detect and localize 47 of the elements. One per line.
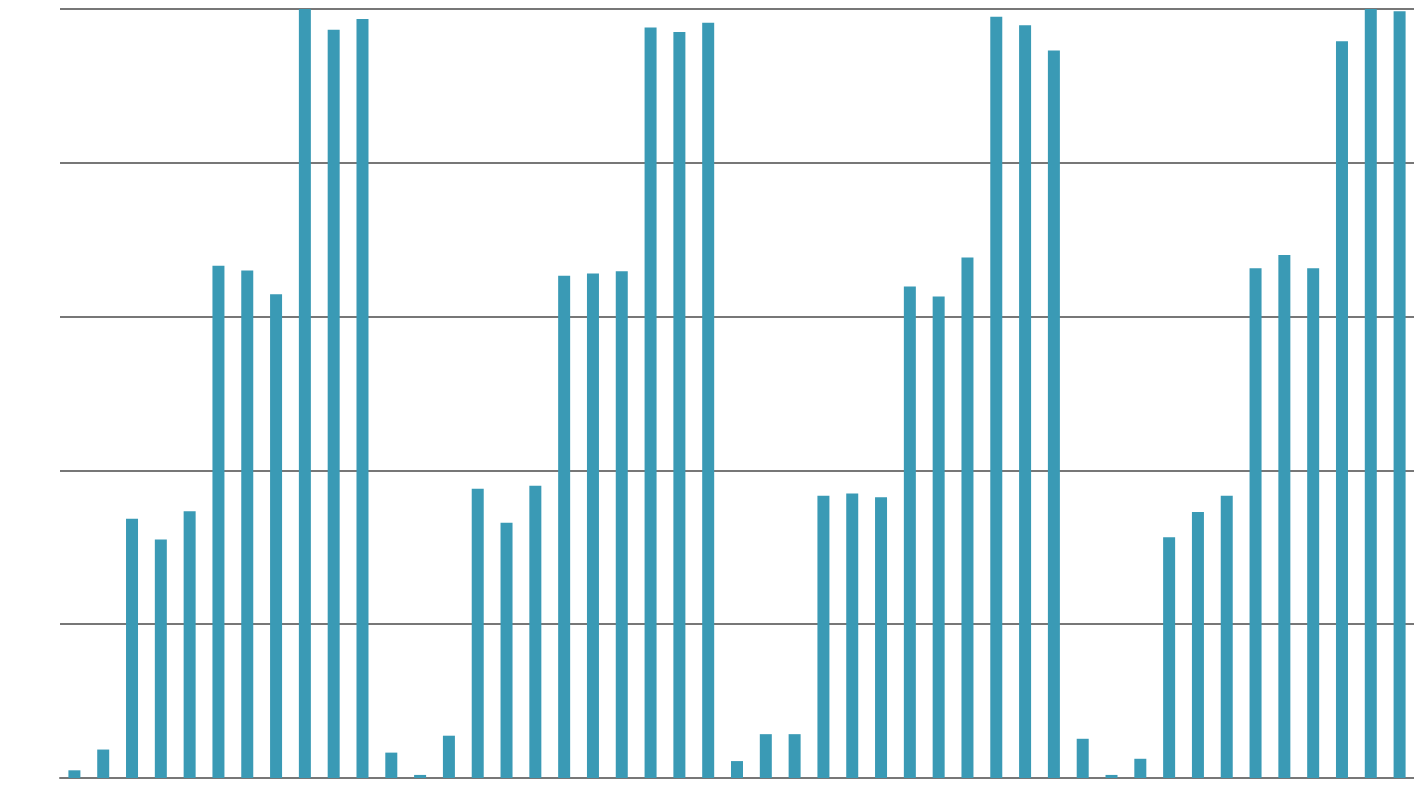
bar xyxy=(1105,774,1118,778)
bar xyxy=(327,29,340,778)
bar xyxy=(615,271,628,778)
bar xyxy=(788,734,801,778)
bar xyxy=(298,9,311,778)
bar xyxy=(126,518,139,778)
bar xyxy=(990,16,1003,778)
bar xyxy=(1307,268,1320,778)
bar xyxy=(1076,738,1089,778)
bar xyxy=(759,734,772,778)
bar xyxy=(500,522,513,778)
bar xyxy=(471,488,484,778)
bar xyxy=(442,735,455,778)
bar xyxy=(1393,11,1406,778)
bar xyxy=(1220,495,1233,778)
bar xyxy=(154,539,167,778)
bar xyxy=(961,257,974,778)
bar xyxy=(558,275,571,778)
bar xyxy=(817,495,830,778)
bar xyxy=(702,22,715,778)
bar xyxy=(932,296,945,778)
bar xyxy=(731,761,743,778)
bar xyxy=(1134,758,1147,778)
bar xyxy=(385,752,398,778)
bar xyxy=(529,485,542,778)
bar xyxy=(644,27,657,778)
bar xyxy=(97,749,110,778)
bar xyxy=(270,294,283,778)
bar xyxy=(212,265,225,778)
bar xyxy=(673,32,686,778)
bar xyxy=(356,19,369,778)
bar xyxy=(414,774,427,778)
bar xyxy=(1249,268,1262,778)
bar xyxy=(875,497,888,778)
bar xyxy=(241,270,254,778)
bar xyxy=(1364,9,1377,778)
bar xyxy=(1278,255,1291,778)
bar xyxy=(586,273,599,778)
bar xyxy=(183,511,196,778)
bar xyxy=(68,770,81,778)
bar xyxy=(1019,25,1032,778)
bar xyxy=(1047,50,1060,778)
bar xyxy=(1191,511,1204,778)
bar xyxy=(1163,537,1176,778)
bar xyxy=(1335,41,1348,778)
bar xyxy=(846,493,859,778)
bar xyxy=(903,286,916,778)
